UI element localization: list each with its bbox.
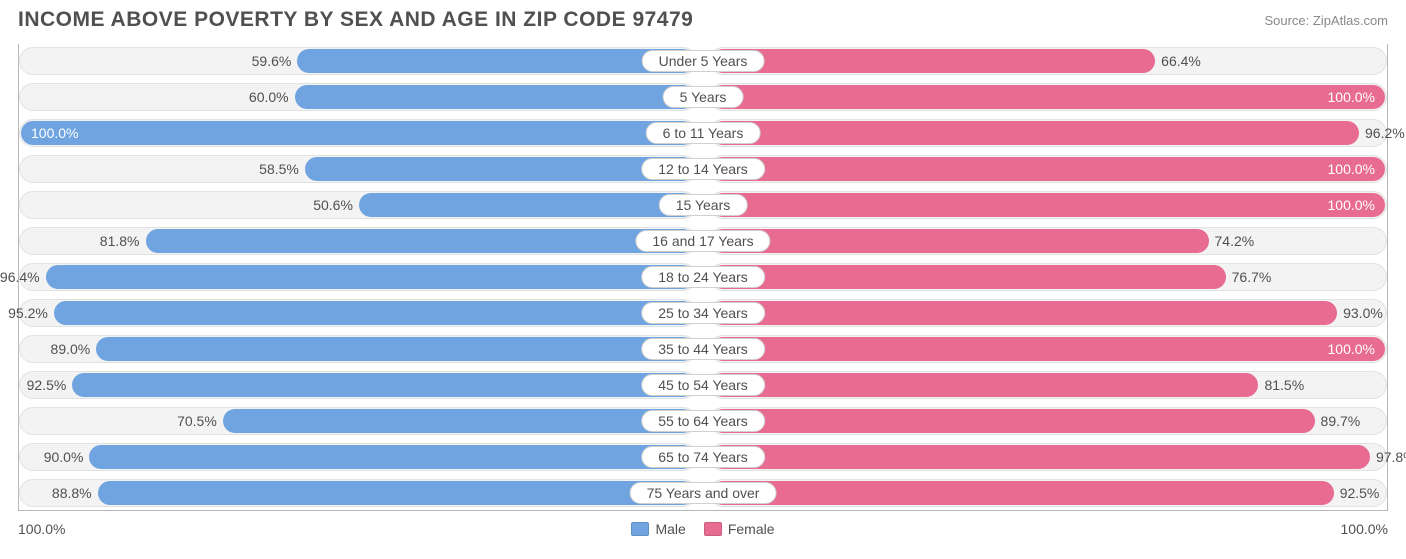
chart-row: 100.0%96.2%6 to 11 Years xyxy=(19,116,1387,150)
category-label: 15 Years xyxy=(659,194,748,216)
chart-row: 89.0% 100.0% 35 to 44 Years xyxy=(19,332,1387,366)
chart-row: 92.5% 81.5% 45 to 54 Years xyxy=(19,368,1387,402)
chart-row: 58.5% 100.0% 12 to 14 Years xyxy=(19,152,1387,186)
male-bar xyxy=(146,229,696,253)
male-value-label: 70.5% xyxy=(177,413,217,429)
female-value-label: 89.7% xyxy=(1321,413,1361,429)
male-bar xyxy=(89,445,695,469)
legend: Male Female xyxy=(631,521,774,537)
female-value-label: 100.0% xyxy=(1328,341,1375,357)
male-value-label: 58.5% xyxy=(259,161,299,177)
category-label: 18 to 24 Years xyxy=(641,266,765,288)
female-value-label: 81.5% xyxy=(1264,377,1304,393)
male-bar xyxy=(72,373,695,397)
female-value-label: 74.2% xyxy=(1215,233,1255,249)
chart-row: 70.5% 89.7% 55 to 64 Years xyxy=(19,404,1387,438)
female-value-label: 96.2% xyxy=(1365,125,1405,141)
female-bar xyxy=(711,121,1359,145)
chart-title: INCOME ABOVE POVERTY BY SEX AND AGE IN Z… xyxy=(18,8,693,32)
chart-footer: 100.0% Male Female 100.0% xyxy=(18,517,1388,541)
category-label: 12 to 14 Years xyxy=(641,158,765,180)
female-value-label: 66.4% xyxy=(1161,53,1201,69)
female-value-label: 92.5% xyxy=(1340,485,1380,501)
female-bar xyxy=(711,445,1370,469)
female-bar xyxy=(711,49,1155,73)
female-bar xyxy=(711,337,1385,361)
female-value-label: 100.0% xyxy=(1328,161,1375,177)
male-bar xyxy=(297,49,695,73)
axis-label-right: 100.0% xyxy=(1341,521,1388,537)
chart-source: Source: ZipAtlas.com xyxy=(1264,13,1388,28)
male-value-label: 89.0% xyxy=(51,341,91,357)
male-bar xyxy=(295,85,695,109)
male-bar xyxy=(54,301,695,325)
male-value-label: 95.2% xyxy=(8,305,48,321)
male-value-label: 90.0% xyxy=(44,449,84,465)
female-bar xyxy=(711,85,1385,109)
female-bar xyxy=(711,229,1209,253)
legend-male: Male xyxy=(631,521,685,537)
male-bar xyxy=(96,337,695,361)
legend-female-swatch xyxy=(704,522,722,536)
category-label: 45 to 54 Years xyxy=(641,374,765,396)
category-label: 5 Years xyxy=(663,86,744,108)
female-bar xyxy=(711,193,1385,217)
female-value-label: 76.7% xyxy=(1232,269,1272,285)
male-bar xyxy=(46,265,695,289)
male-value-label: 88.8% xyxy=(52,485,92,501)
male-bar xyxy=(98,481,695,505)
category-label: 55 to 64 Years xyxy=(641,410,765,432)
female-bar xyxy=(711,157,1385,181)
chart-area: 59.6% 66.4% Under 5 Years 60.0% 100.0% 5 Year… xyxy=(18,44,1388,511)
category-label: 6 to 11 Years xyxy=(646,122,761,144)
chart-row: 95.2%93.0%25 to 34 Years xyxy=(19,296,1387,330)
female-bar xyxy=(711,373,1258,397)
male-value-label: 60.0% xyxy=(249,89,289,105)
female-value-label: 100.0% xyxy=(1328,89,1375,105)
male-value-label: 96.4% xyxy=(0,269,40,285)
category-label: 35 to 44 Years xyxy=(641,338,765,360)
category-label: 25 to 34 Years xyxy=(641,302,765,324)
female-value-label: 97.8% xyxy=(1376,449,1406,465)
chart-row: 50.6% 100.0% 15 Years xyxy=(19,188,1387,222)
category-label: 16 and 17 Years xyxy=(635,230,770,252)
female-bar xyxy=(711,301,1337,325)
axis-label-left: 100.0% xyxy=(18,521,65,537)
category-label: 75 Years and over xyxy=(630,482,777,504)
male-value-label: 100.0% xyxy=(31,125,78,141)
chart-row: 96.4%76.7%18 to 24 Years xyxy=(19,260,1387,294)
male-bar xyxy=(21,121,695,145)
category-label: Under 5 Years xyxy=(642,50,765,72)
chart-row: 90.0%97.8%65 to 74 Years xyxy=(19,440,1387,474)
male-value-label: 59.6% xyxy=(252,53,292,69)
legend-male-label: Male xyxy=(655,521,685,537)
female-bar xyxy=(711,409,1315,433)
legend-female: Female xyxy=(704,521,775,537)
chart-row: 88.8% 92.5% 75 Years and over xyxy=(19,476,1387,510)
category-label: 65 to 74 Years xyxy=(641,446,765,468)
female-bar xyxy=(711,481,1334,505)
chart-row: 81.8% 74.2% 16 and 17 Years xyxy=(19,224,1387,258)
male-bar xyxy=(223,409,695,433)
male-bar xyxy=(305,157,695,181)
chart-row: 60.0% 100.0% 5 Years xyxy=(19,80,1387,114)
male-value-label: 81.8% xyxy=(100,233,140,249)
male-bar xyxy=(359,193,695,217)
chart-row: 59.6% 66.4% Under 5 Years xyxy=(19,44,1387,78)
female-value-label: 100.0% xyxy=(1328,197,1375,213)
female-value-label: 93.0% xyxy=(1343,305,1383,321)
male-value-label: 92.5% xyxy=(27,377,67,393)
legend-male-swatch xyxy=(631,522,649,536)
male-value-label: 50.6% xyxy=(313,197,353,213)
female-bar xyxy=(711,265,1226,289)
legend-female-label: Female xyxy=(728,521,775,537)
